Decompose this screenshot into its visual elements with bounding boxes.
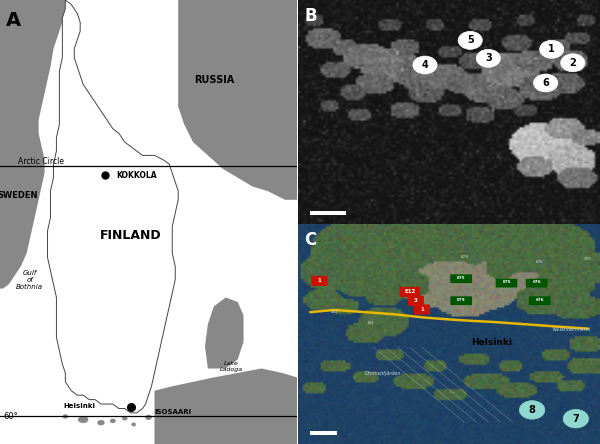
Ellipse shape: [110, 419, 116, 423]
Circle shape: [561, 54, 585, 72]
Ellipse shape: [78, 416, 88, 423]
Text: 676: 676: [532, 281, 541, 285]
FancyBboxPatch shape: [451, 296, 472, 305]
Text: 3: 3: [485, 53, 492, 63]
Text: E79: E79: [457, 298, 466, 302]
Text: 1: 1: [548, 44, 555, 54]
Ellipse shape: [122, 416, 127, 420]
Circle shape: [520, 400, 545, 419]
Text: 676: 676: [535, 298, 544, 302]
Text: 104: 104: [367, 321, 374, 325]
Bar: [310, 431, 337, 435]
Circle shape: [458, 32, 482, 49]
Circle shape: [476, 49, 500, 67]
FancyBboxPatch shape: [414, 305, 430, 314]
Text: Helsinki: Helsinki: [471, 338, 512, 347]
Text: C: C: [304, 231, 316, 249]
Text: 2: 2: [569, 58, 576, 68]
Ellipse shape: [97, 420, 104, 425]
Polygon shape: [0, 0, 65, 289]
Polygon shape: [178, 0, 297, 200]
FancyBboxPatch shape: [311, 276, 328, 286]
Text: SWEDEN: SWEDEN: [0, 191, 38, 200]
FancyBboxPatch shape: [529, 296, 551, 305]
Ellipse shape: [131, 423, 136, 426]
Text: 8: 8: [529, 405, 536, 415]
Text: Drumsöfjärden: Drumsöfjärden: [364, 371, 401, 376]
Text: 673: 673: [460, 255, 468, 259]
Text: 102: 102: [331, 310, 338, 314]
Text: 6: 6: [542, 78, 549, 88]
Text: 7: 7: [572, 414, 579, 424]
Text: Kallahdenniemi: Kallahdenniemi: [553, 327, 590, 332]
Text: B: B: [304, 7, 317, 25]
Text: 60°: 60°: [3, 412, 18, 421]
Text: 5: 5: [467, 36, 473, 45]
Text: KOKKOLA: KOKKOLA: [116, 171, 157, 180]
Text: 1: 1: [317, 278, 321, 283]
Text: 1: 1: [420, 307, 424, 312]
Circle shape: [563, 409, 589, 428]
Text: E75: E75: [502, 281, 511, 285]
Text: 170: 170: [584, 258, 592, 262]
Text: Arctic Circle: Arctic Circle: [18, 158, 64, 166]
Text: Helsinki: Helsinki: [63, 403, 95, 409]
Text: 3: 3: [414, 298, 418, 303]
Ellipse shape: [145, 415, 152, 420]
Text: 676: 676: [536, 260, 544, 264]
FancyBboxPatch shape: [451, 274, 472, 283]
Bar: [310, 211, 346, 215]
FancyBboxPatch shape: [496, 279, 517, 288]
Text: A: A: [6, 11, 21, 30]
Polygon shape: [47, 0, 178, 413]
Polygon shape: [205, 297, 244, 369]
Text: FINLAND: FINLAND: [100, 229, 161, 242]
FancyBboxPatch shape: [400, 287, 420, 297]
Text: ISOSAARI: ISOSAARI: [154, 409, 191, 416]
Ellipse shape: [158, 420, 163, 424]
Text: 4: 4: [422, 60, 428, 70]
Ellipse shape: [62, 414, 68, 419]
Circle shape: [413, 56, 437, 74]
Circle shape: [533, 74, 558, 92]
Polygon shape: [154, 369, 297, 444]
Text: E12: E12: [404, 289, 415, 294]
Text: Gulf
of
Bothnia: Gulf of Bothnia: [16, 270, 43, 290]
Circle shape: [539, 40, 564, 58]
Text: RUSSIA: RUSSIA: [194, 75, 234, 85]
FancyBboxPatch shape: [408, 296, 424, 306]
Text: Lake
Ladoga: Lake Ladoga: [220, 361, 243, 372]
FancyBboxPatch shape: [526, 279, 547, 288]
Text: E75: E75: [457, 276, 466, 280]
